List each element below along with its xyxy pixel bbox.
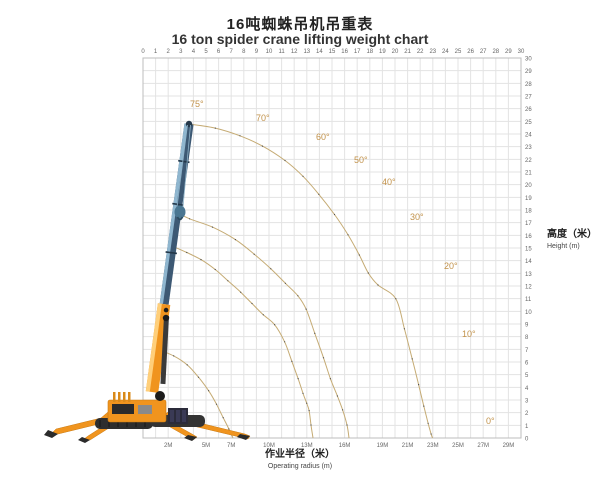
svg-text:50°: 50° (354, 155, 368, 165)
svg-text:15: 15 (329, 49, 336, 55)
svg-text:2: 2 (525, 411, 529, 417)
svg-text:10: 10 (525, 310, 532, 316)
svg-text:0°: 0° (486, 416, 495, 426)
svg-text:19: 19 (525, 196, 532, 202)
svg-text:19: 19 (379, 49, 386, 55)
svg-text:28: 28 (525, 82, 532, 88)
svg-text:25: 25 (455, 49, 462, 55)
svg-text:25: 25 (525, 120, 532, 126)
svg-text:26: 26 (525, 107, 532, 113)
svg-text:22: 22 (525, 158, 532, 164)
svg-text:6: 6 (217, 49, 221, 55)
svg-text:23: 23 (429, 49, 436, 55)
svg-text:12: 12 (291, 49, 298, 55)
svg-text:75°: 75° (190, 99, 204, 109)
svg-text:21: 21 (525, 171, 532, 177)
svg-text:3: 3 (525, 399, 529, 405)
svg-text:18: 18 (525, 209, 532, 215)
svg-text:13M: 13M (301, 443, 313, 449)
svg-text:10°: 10° (462, 329, 476, 339)
svg-text:12: 12 (525, 285, 532, 291)
svg-text:16: 16 (341, 49, 348, 55)
svg-text:20: 20 (392, 49, 399, 55)
svg-text:1: 1 (525, 424, 529, 430)
svg-text:13: 13 (525, 272, 532, 278)
svg-text:27: 27 (480, 49, 487, 55)
svg-text:24: 24 (442, 49, 449, 55)
svg-text:3: 3 (179, 49, 183, 55)
svg-text:29: 29 (505, 49, 512, 55)
svg-text:24: 24 (525, 133, 532, 139)
svg-text:30: 30 (525, 57, 532, 63)
svg-text:4: 4 (525, 386, 529, 392)
svg-text:26: 26 (467, 49, 474, 55)
svg-text:2M: 2M (164, 443, 172, 449)
svg-text:9: 9 (255, 49, 259, 55)
svg-text:7: 7 (230, 49, 234, 55)
svg-text:11: 11 (525, 297, 532, 303)
svg-text:21M: 21M (402, 443, 414, 449)
svg-text:8: 8 (242, 49, 246, 55)
svg-text:18: 18 (366, 49, 373, 55)
svg-text:高度（米）: 高度（米） (547, 227, 597, 240)
svg-text:10M: 10M (263, 443, 275, 449)
svg-text:11: 11 (278, 49, 285, 55)
svg-text:17: 17 (525, 221, 532, 227)
svg-text:60°: 60° (316, 132, 330, 142)
svg-text:14: 14 (316, 49, 323, 55)
svg-text:15: 15 (525, 247, 532, 253)
svg-text:10: 10 (266, 49, 273, 55)
svg-text:5M: 5M (202, 443, 210, 449)
svg-text:4: 4 (192, 49, 196, 55)
svg-text:29M: 29M (503, 443, 515, 449)
svg-text:20: 20 (525, 183, 532, 189)
svg-text:19M: 19M (377, 443, 389, 449)
svg-text:6: 6 (525, 361, 529, 367)
svg-text:23M: 23M (427, 443, 439, 449)
svg-text:70°: 70° (256, 113, 270, 123)
svg-text:23: 23 (525, 145, 532, 151)
svg-text:Height (m): Height (m) (547, 243, 580, 250)
svg-text:22: 22 (417, 49, 424, 55)
svg-text:8: 8 (525, 335, 529, 341)
svg-text:14: 14 (525, 259, 532, 265)
svg-text:16M: 16M (339, 443, 351, 449)
svg-text:9: 9 (525, 323, 529, 329)
svg-text:2: 2 (167, 49, 171, 55)
svg-text:25M: 25M (452, 443, 464, 449)
svg-text:Operating radius (m): Operating radius (m) (268, 463, 332, 470)
svg-text:1: 1 (154, 49, 158, 55)
svg-text:29: 29 (525, 69, 532, 75)
svg-text:0: 0 (141, 49, 145, 55)
svg-text:17: 17 (354, 49, 361, 55)
svg-text:27M: 27M (477, 443, 489, 449)
svg-text:30°: 30° (410, 212, 424, 222)
svg-text:7M: 7M (227, 443, 235, 449)
svg-text:5: 5 (204, 49, 208, 55)
svg-text:21: 21 (404, 49, 411, 55)
svg-text:40°: 40° (382, 177, 396, 187)
svg-text:13: 13 (303, 49, 310, 55)
svg-text:30: 30 (518, 49, 525, 55)
svg-text:7: 7 (525, 348, 529, 354)
svg-text:0: 0 (525, 437, 529, 443)
svg-text:20°: 20° (444, 261, 458, 271)
svg-text:28: 28 (492, 49, 499, 55)
svg-text:27: 27 (525, 95, 532, 101)
svg-text:5: 5 (525, 373, 529, 379)
svg-text:16: 16 (525, 234, 532, 240)
